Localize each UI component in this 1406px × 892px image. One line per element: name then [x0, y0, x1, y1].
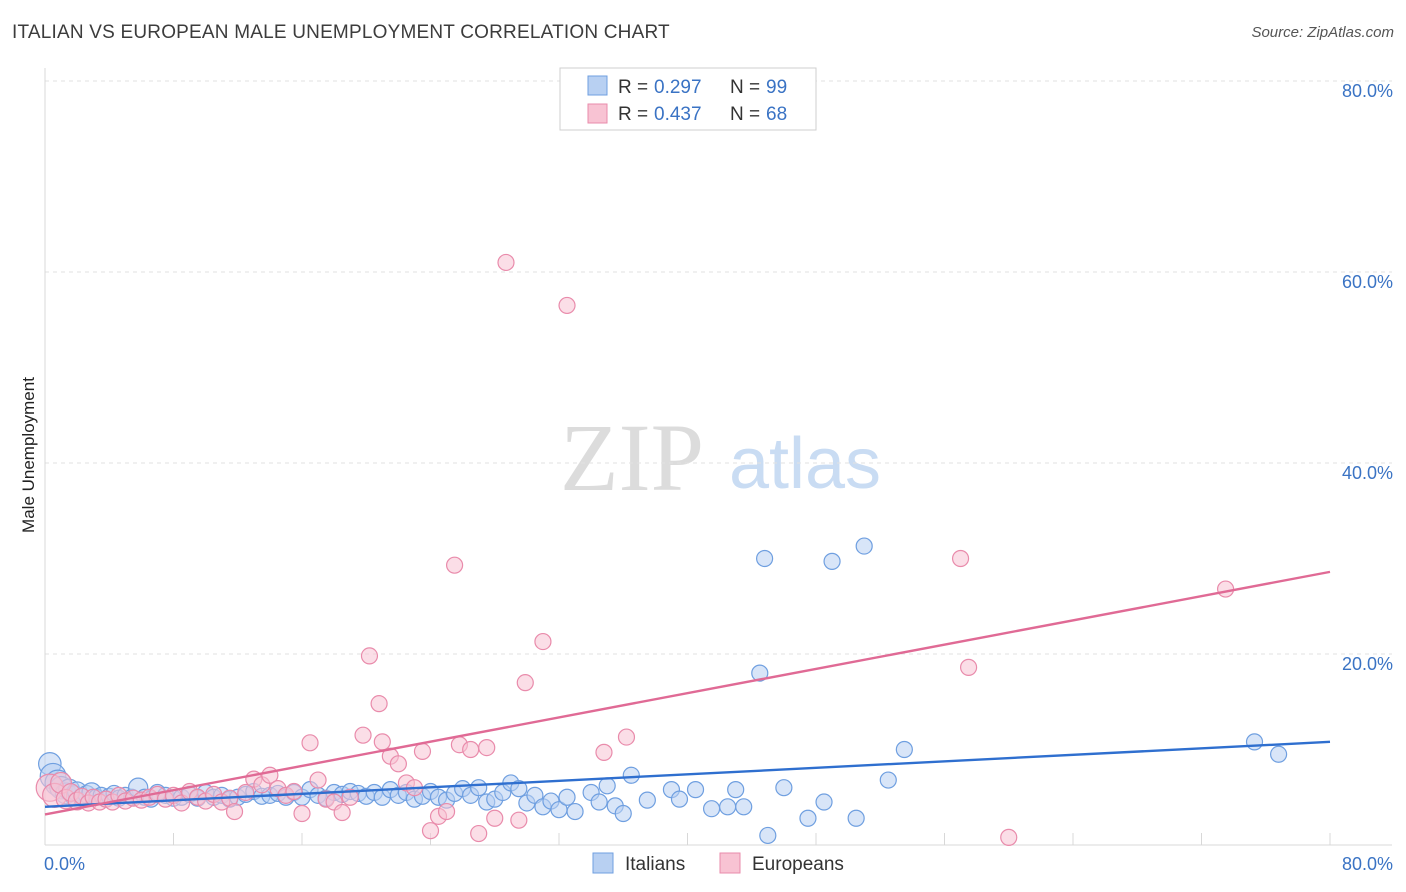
- italians-point-88: [735, 798, 753, 816]
- italians-point-84: [686, 781, 705, 799]
- europeans-point-62: [516, 674, 534, 692]
- italians-point-83: [670, 790, 689, 808]
- italians-point-80: [622, 766, 640, 784]
- watermark-zip: ZIP: [560, 404, 704, 511]
- europeans-point-64: [558, 296, 576, 315]
- axes: [44, 68, 1392, 846]
- tick-labels: 20.0% 40.0% 60.0% 80.0% 0.0% 80.0%: [44, 81, 1393, 874]
- italians-point-85: [702, 800, 721, 818]
- series-europeans: [35, 253, 1235, 846]
- italians-point-79: [614, 804, 632, 823]
- trend-lines: [44, 570, 1331, 816]
- europeans-point-36: [301, 734, 319, 752]
- legend-swatch-italians: [587, 75, 608, 96]
- italians-point-94: [823, 552, 841, 570]
- legend-r-value-2: 0.437: [654, 104, 702, 125]
- europeans-point-66: [617, 728, 636, 746]
- italians-point-87: [727, 781, 745, 799]
- legend-r-label-1: R =: [618, 77, 648, 98]
- scatter-points: [35, 253, 1288, 846]
- europeans-point-59: [486, 809, 504, 827]
- europeans-point-40: [333, 803, 351, 822]
- trend-line-italians: [44, 740, 1331, 808]
- europeans-point-54: [445, 556, 464, 574]
- italians-point-90: [759, 826, 777, 845]
- bottom-legend-swatch-europeans: [719, 852, 741, 874]
- watermark-atlas: atlas: [729, 424, 881, 504]
- bottom-legend-italians: Italians: [625, 854, 685, 875]
- europeans-point-37: [309, 771, 327, 789]
- europeans-point-47: [389, 755, 407, 773]
- europeans-point-65: [595, 743, 613, 761]
- europeans-point-27: [225, 802, 244, 821]
- y-axis-label: Male Unemployment: [19, 377, 38, 533]
- chart-title: ITALIAN VS EUROPEAN MALE UNEMPLOYMENT CO…: [12, 22, 670, 43]
- italians-point-86: [719, 798, 737, 816]
- italians-point-73: [558, 788, 576, 806]
- europeans-point-58: [478, 738, 496, 757]
- europeans-point-34: [285, 782, 303, 801]
- legend-n-label-2: N =: [730, 104, 760, 125]
- italians-point-100: [1245, 733, 1264, 751]
- legend-n-value-1: 99: [766, 77, 787, 98]
- europeans-point-50: [413, 742, 432, 761]
- italians-point-96: [855, 537, 873, 555]
- europeans-point-42: [354, 726, 372, 744]
- y-tick-label-60: 60.0%: [1342, 272, 1393, 292]
- legend-n-label-1: N =: [730, 77, 760, 98]
- europeans-point-51: [421, 822, 440, 840]
- legend-r-value-1: 0.297: [654, 77, 702, 98]
- italians-point-95: [847, 809, 865, 827]
- europeans-point-56: [462, 740, 480, 759]
- legend-r-label-2: R =: [618, 104, 648, 125]
- europeans-point-60: [497, 253, 515, 272]
- grid: [45, 80, 1392, 655]
- bottom-legend-swatch-italians: [592, 852, 614, 874]
- europeans-point-41: [341, 788, 359, 806]
- y-tick-label-40: 40.0%: [1342, 463, 1393, 483]
- italians-point-99: [755, 549, 774, 568]
- italians-point-101: [1269, 745, 1288, 763]
- y-tick-label-80: 80.0%: [1342, 81, 1393, 101]
- europeans-point-61: [510, 811, 528, 829]
- europeans-point-44: [370, 695, 388, 713]
- europeans-point-43: [360, 647, 379, 665]
- bottom-legend: Italians Europeans: [592, 852, 844, 875]
- legend-n-value-2: 68: [766, 104, 787, 125]
- italians-point-89: [751, 664, 769, 682]
- europeans-point-35: [293, 804, 311, 823]
- italians-point-81: [638, 791, 656, 809]
- italians-point-67: [510, 780, 528, 798]
- italians-point-97: [879, 771, 897, 789]
- italians-point-76: [590, 793, 608, 811]
- europeans-point-67: [951, 549, 970, 568]
- europeans-point-53: [437, 802, 456, 821]
- europeans-point-63: [534, 632, 552, 651]
- y-tick-label-20: 20.0%: [1342, 654, 1393, 674]
- europeans-point-57: [470, 824, 488, 843]
- italians-point-77: [598, 777, 616, 795]
- italians-point-92: [799, 809, 817, 827]
- europeans-point-70: [1216, 580, 1235, 598]
- legend-swatch-europeans: [587, 103, 608, 124]
- trend-line-europeans: [44, 570, 1331, 816]
- italians-point-62: [470, 779, 488, 797]
- italians-point-93: [815, 793, 833, 811]
- italians-point-74: [566, 802, 584, 821]
- italians-point-91: [775, 779, 793, 797]
- europeans-point-68: [959, 658, 978, 676]
- europeans-point-69: [1000, 828, 1018, 846]
- x-tick-label-min: 0.0%: [44, 854, 85, 874]
- italians-point-98: [895, 740, 913, 759]
- europeans-point-45: [373, 733, 391, 751]
- legend-box: R = 0.297 N = 99 R = 0.437 N = 68: [559, 67, 817, 131]
- bottom-legend-europeans: Europeans: [752, 854, 844, 875]
- x-tick-label-max: 80.0%: [1342, 854, 1393, 874]
- source-label: Source: ZipAtlas.com: [1251, 24, 1394, 41]
